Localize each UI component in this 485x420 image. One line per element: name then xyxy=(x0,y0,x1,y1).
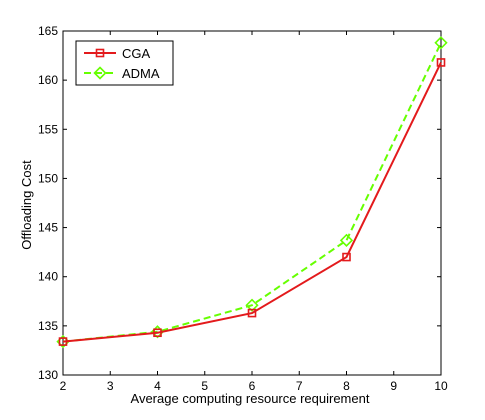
data-point-adma xyxy=(245,298,259,312)
x-axis-label: Average computing resource requirement xyxy=(131,391,370,406)
x-tick-label: 8 xyxy=(343,379,350,393)
x-tick-label: 10 xyxy=(434,379,448,393)
y-tick-label: 145 xyxy=(38,221,58,235)
y-tick-label: 160 xyxy=(38,73,58,87)
y-tick-label: 165 xyxy=(38,24,58,38)
data-point-adma xyxy=(434,36,448,50)
x-tick-label: 5 xyxy=(201,379,208,393)
data-point-cga xyxy=(342,252,351,262)
data-point-adma xyxy=(339,233,354,247)
data-point-cga xyxy=(436,58,446,67)
y-tick-label: 155 xyxy=(38,122,58,136)
legend-label-cga: CGA xyxy=(122,46,151,61)
series-cga xyxy=(58,58,446,346)
x-tick-label: 7 xyxy=(296,379,303,393)
y-tick-label: 150 xyxy=(38,171,58,185)
x-tick-label: 4 xyxy=(154,379,161,393)
x-tick-label: 2 xyxy=(60,379,67,393)
series-line-adma xyxy=(62,42,442,343)
x-tick-label: 6 xyxy=(249,379,256,393)
x-tick-label: 9 xyxy=(390,379,397,393)
x-tick-label: 3 xyxy=(107,379,114,393)
data-point-cga xyxy=(153,328,162,338)
series-line-cga xyxy=(62,62,442,343)
legend-marker-cga xyxy=(95,48,105,58)
y-tick-label: 130 xyxy=(38,368,58,382)
data-point-cga xyxy=(58,337,68,346)
y-axis-label: Offloading Cost xyxy=(19,160,34,250)
y-tick-label: 135 xyxy=(38,319,58,333)
legend-label-adma: ADMA xyxy=(122,66,160,81)
y-tick-label: 140 xyxy=(38,270,58,284)
data-point-cga xyxy=(247,308,257,318)
legend-marker-adma xyxy=(93,66,107,80)
legend-box xyxy=(75,40,174,86)
